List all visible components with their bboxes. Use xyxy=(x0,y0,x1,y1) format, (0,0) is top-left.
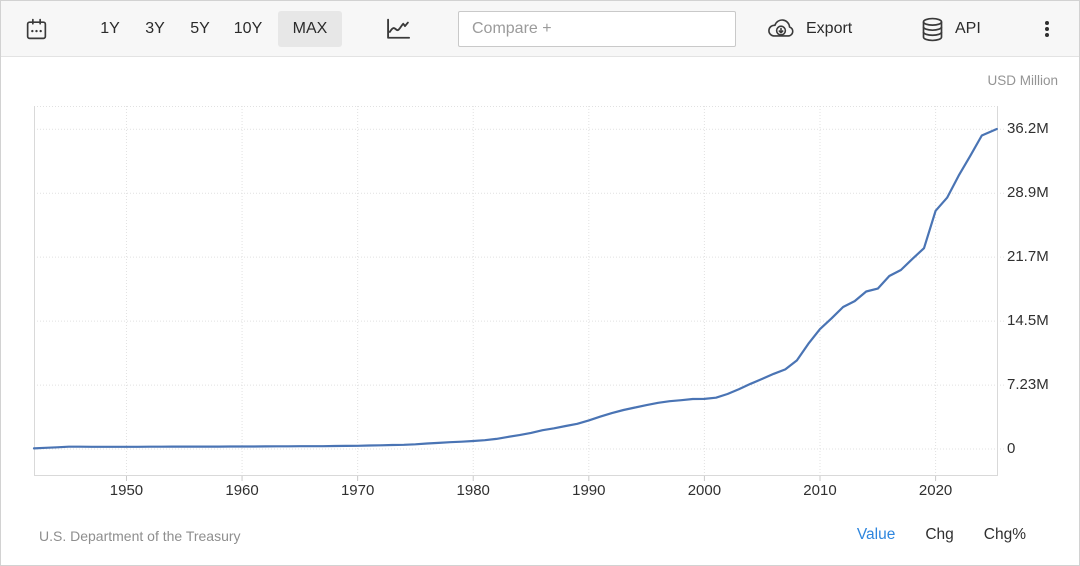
y-axis-unit-label: USD Million xyxy=(987,73,1058,88)
y-axis-tick-label: 7.23M xyxy=(1007,376,1049,394)
api-button[interactable]: API xyxy=(919,1,981,57)
x-axis-tick-label: 1980 xyxy=(456,482,490,499)
range-button-1y[interactable]: 1Y xyxy=(95,1,125,57)
y-axis-tick-label: 21.7M xyxy=(1007,248,1049,266)
x-axis-tick-label: 1950 xyxy=(109,482,144,499)
toolbar: 1Y 3Y 5Y 10Y MAX Export xyxy=(1,1,1079,57)
y-axis-tick-label: 28.9M xyxy=(1007,184,1049,202)
y-axis-tick-label: 36.2M xyxy=(1007,120,1049,138)
mode-link-chgpct[interactable]: Chg% xyxy=(983,526,1026,543)
mode-link-chg[interactable]: Chg xyxy=(925,526,954,543)
line-chart-icon xyxy=(384,16,412,42)
chart-type-button[interactable] xyxy=(380,1,416,57)
x-axis-tick-label: 2010 xyxy=(803,482,837,499)
cloud-download-icon xyxy=(765,17,797,41)
api-label: API xyxy=(955,20,981,37)
mode-link-value[interactable]: Value xyxy=(856,526,896,543)
calendar-button[interactable] xyxy=(21,1,51,57)
export-label: Export xyxy=(806,20,853,37)
y-axis-tick-label: 14.5M xyxy=(1007,312,1049,330)
more-options-button[interactable] xyxy=(1034,1,1060,57)
x-axis-tick-label: 2000 xyxy=(687,482,722,499)
x-axis-tick-label: 2020 xyxy=(918,482,953,499)
plot-area[interactable] xyxy=(32,106,1006,481)
range-button-3y[interactable]: 3Y xyxy=(140,1,170,57)
footer-mode-links: Value Chg Chg% xyxy=(857,526,1026,544)
range-button-max[interactable]: MAX xyxy=(278,11,342,47)
data-source-label: U.S. Department of the Treasury xyxy=(39,528,241,544)
database-icon xyxy=(919,16,946,43)
export-button[interactable]: Export xyxy=(765,1,852,57)
range-button-10y[interactable]: 10Y xyxy=(227,1,269,57)
calendar-icon xyxy=(24,17,49,42)
y-axis-tick-label: 0 xyxy=(1007,440,1016,458)
compare-input[interactable] xyxy=(458,11,736,47)
range-button-5y[interactable]: 5Y xyxy=(185,1,215,57)
kebab-menu-icon xyxy=(1036,17,1058,41)
x-axis-tick-label: 1970 xyxy=(340,482,375,499)
x-axis-tick-label: 1990 xyxy=(572,482,606,499)
x-axis-tick-label: 1960 xyxy=(225,482,259,499)
